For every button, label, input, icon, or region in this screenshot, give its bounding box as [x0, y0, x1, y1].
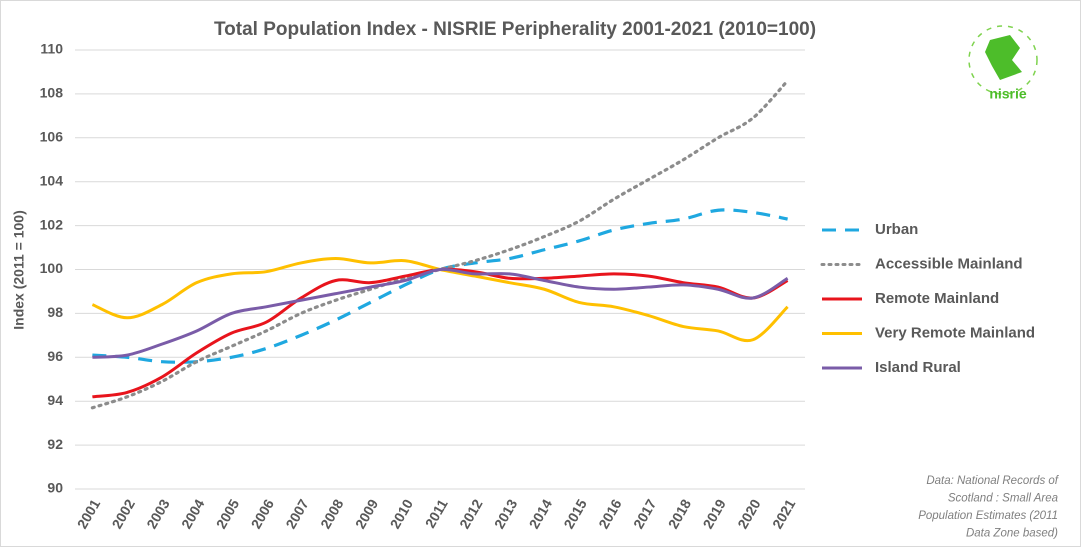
y-tick-label: 104	[40, 172, 64, 188]
logo: nisrie	[968, 25, 1038, 102]
legend-label: Very Remote Mainland	[875, 324, 1035, 341]
legend-label: Accessible Mainland	[875, 255, 1023, 272]
y-axis-label: Index (2011 = 100)	[11, 210, 27, 329]
y-tick-label: 96	[47, 348, 63, 364]
series-line	[90, 79, 790, 410]
logo-text: nisrie	[989, 86, 1027, 102]
y-tick-label: 110	[40, 41, 63, 57]
legend-label: Remote Mainland	[875, 290, 999, 307]
chart-title: Total Population Index - NISRIE Peripher…	[214, 19, 816, 40]
legend-label: Island Rural	[875, 359, 961, 376]
source-note: Population Estimates (2011	[918, 510, 1058, 522]
series-line	[92, 267, 789, 359]
series-line	[92, 208, 788, 364]
y-tick-label: 108	[40, 85, 64, 101]
y-tick-label: 100	[40, 260, 64, 276]
source-note: Data Zone based)	[966, 528, 1058, 540]
source-note: Data: National Records of	[926, 475, 1059, 487]
y-tick-label: 94	[47, 392, 63, 408]
source-note: Scotland : Small Area	[948, 493, 1058, 505]
logo-ring	[968, 25, 1038, 95]
y-tick-label: 90	[47, 480, 63, 496]
y-tick-label: 106	[40, 129, 64, 145]
y-tick-label: 102	[40, 216, 64, 232]
logo-map	[985, 35, 1022, 80]
y-tick-label: 92	[47, 436, 63, 452]
legend-label: Urban	[875, 221, 918, 238]
y-tick-label: 98	[47, 304, 63, 320]
